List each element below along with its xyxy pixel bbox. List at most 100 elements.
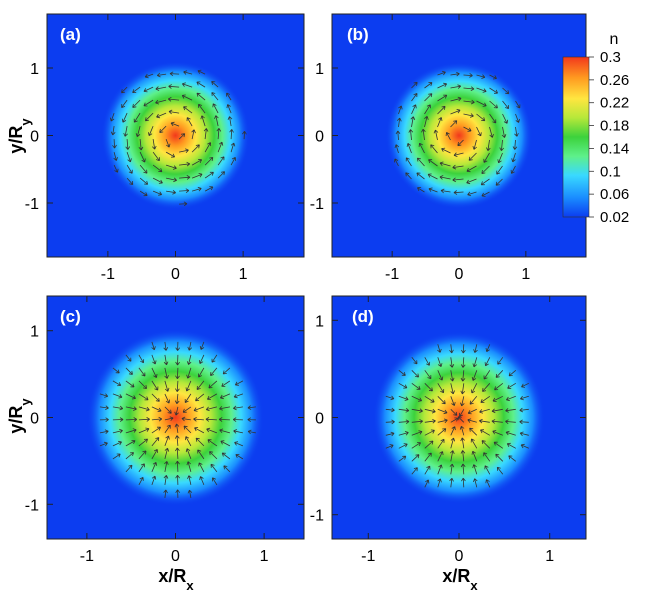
vector-arrow: [505, 395, 516, 402]
vector-arrow: [437, 418, 448, 424]
vector-arrow: [411, 81, 418, 89]
arrow-field: [109, 69, 247, 207]
vector-arrow: [138, 417, 150, 422]
vector-arrow: [421, 128, 426, 141]
vector-arrow: [395, 130, 401, 141]
vector-arrow: [519, 395, 529, 401]
vector-arrow: [453, 152, 464, 157]
vector-arrow: [398, 455, 407, 462]
vector-arrow: [179, 201, 188, 207]
vector-arrow: [164, 424, 171, 434]
vector-arrow: [175, 380, 180, 392]
vector-arrow: [481, 191, 490, 197]
vector-arrow: [204, 157, 214, 166]
vector-arrow: [461, 477, 466, 488]
colorbar: n 0.3 0.26 0.22 0.18 0.14 0.1 0.06 0.02: [562, 31, 629, 226]
y-axis-title-bottom: y/Ry: [6, 398, 33, 434]
vector-arrow: [406, 142, 412, 154]
panel-label: (a): [60, 25, 81, 44]
vector-arrow: [169, 71, 180, 77]
vector-arrow: [220, 440, 231, 447]
arrow-field: [385, 344, 529, 488]
vector-arrow: [398, 382, 408, 389]
vector-arrow: [471, 450, 478, 462]
vector-arrow: [197, 69, 206, 75]
vector-arrow: [185, 380, 192, 392]
vector-arrow: [437, 478, 442, 488]
vector-arrow: [437, 408, 448, 415]
vector-arrow: [191, 159, 203, 166]
x-tick-label: -1: [361, 548, 375, 565]
panel-b: (b) 1 0 -1 -1 0 1: [310, 13, 587, 283]
vector-arrow: [205, 417, 217, 422]
vector-arrow: [479, 418, 490, 424]
vector-arrow: [450, 71, 460, 77]
vector-arrow: [163, 341, 169, 351]
vector-arrow: [151, 416, 163, 422]
vector-arrow: [492, 395, 503, 402]
vector-arrow: [424, 429, 435, 436]
vector-arrow: [151, 461, 158, 473]
vector-arrow: [512, 139, 518, 150]
vector-arrow: [424, 116, 429, 128]
vector-arrow: [424, 370, 432, 380]
vector-arrow: [450, 96, 462, 102]
vector-arrow: [480, 178, 490, 186]
vector-arrow: [183, 106, 193, 114]
vector-arrow: [99, 405, 109, 411]
vector-arrow: [424, 465, 431, 475]
vector-arrow: [210, 367, 218, 376]
colorbar-tick-label: 0.22: [600, 95, 629, 112]
vector-arrow: [196, 380, 205, 390]
vector-arrow: [179, 148, 189, 153]
vector-arrow: [467, 191, 477, 197]
vector-arrow: [223, 465, 231, 473]
vector-arrow: [459, 425, 465, 436]
vector-arrow: [428, 159, 438, 167]
vector-arrow: [151, 449, 158, 460]
x-tick-label: 1: [521, 266, 530, 283]
vector-arrow: [109, 112, 115, 122]
vector-arrow: [199, 341, 205, 350]
vector-arrow: [482, 383, 491, 392]
vector-arrow: [151, 341, 156, 351]
vector-arrow: [230, 142, 236, 153]
vector-arrow: [133, 112, 141, 123]
vector-arrow: [457, 416, 465, 423]
vector-arrow: [450, 437, 456, 449]
x-tick-label: 1: [545, 548, 554, 565]
vector-arrow: [198, 354, 205, 364]
vector-arrow: [496, 165, 503, 175]
vector-arrow: [165, 164, 177, 170]
vector-arrow: [449, 463, 455, 475]
vector-arrow: [489, 113, 497, 124]
vector-arrow: [495, 453, 504, 462]
vector-arrow: [521, 382, 529, 388]
y-tick-label: 1: [30, 324, 39, 341]
vector-arrow: [441, 147, 451, 154]
vector-arrow: [411, 408, 423, 413]
vector-arrow: [184, 393, 192, 403]
vector-arrow: [112, 393, 123, 399]
x-tick-label: -1: [101, 266, 115, 283]
vector-arrow: [411, 454, 420, 462]
vector-arrow: [99, 393, 109, 398]
colorbar-scale: [562, 56, 590, 218]
vector-arrow: [211, 354, 218, 363]
vector-arrow: [155, 86, 167, 91]
vector-arrow: [152, 177, 163, 184]
vector-arrow: [491, 408, 503, 414]
vector-arrow: [463, 113, 474, 118]
vector-arrow: [437, 383, 445, 394]
vector-arrow: [191, 186, 202, 192]
vector-arrow: [219, 393, 231, 400]
vector-arrow: [174, 393, 180, 405]
vector-arrow: [508, 369, 517, 377]
vector-arrow: [174, 435, 180, 446]
vector-arrow: [511, 152, 516, 163]
vector-arrow: [198, 462, 205, 473]
vector-arrow: [492, 430, 503, 436]
vector-arrow: [485, 344, 491, 353]
vector-arrow: [398, 419, 410, 425]
vector-arrow: [497, 152, 503, 164]
